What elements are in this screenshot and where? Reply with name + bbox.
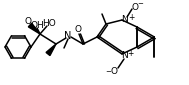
Text: N: N — [122, 15, 128, 23]
Text: OH: OH — [30, 20, 44, 29]
Text: N: N — [121, 52, 127, 61]
Text: N: N — [64, 31, 72, 41]
Polygon shape — [28, 23, 40, 34]
Text: +: + — [127, 49, 133, 57]
Text: +: + — [128, 12, 134, 22]
Text: −: − — [137, 1, 143, 7]
Text: O: O — [25, 18, 32, 27]
Text: O: O — [132, 2, 139, 11]
Polygon shape — [46, 44, 56, 56]
Text: −: − — [105, 69, 111, 75]
Text: O: O — [74, 26, 81, 35]
Text: O: O — [111, 66, 118, 75]
Text: HO: HO — [42, 19, 56, 28]
